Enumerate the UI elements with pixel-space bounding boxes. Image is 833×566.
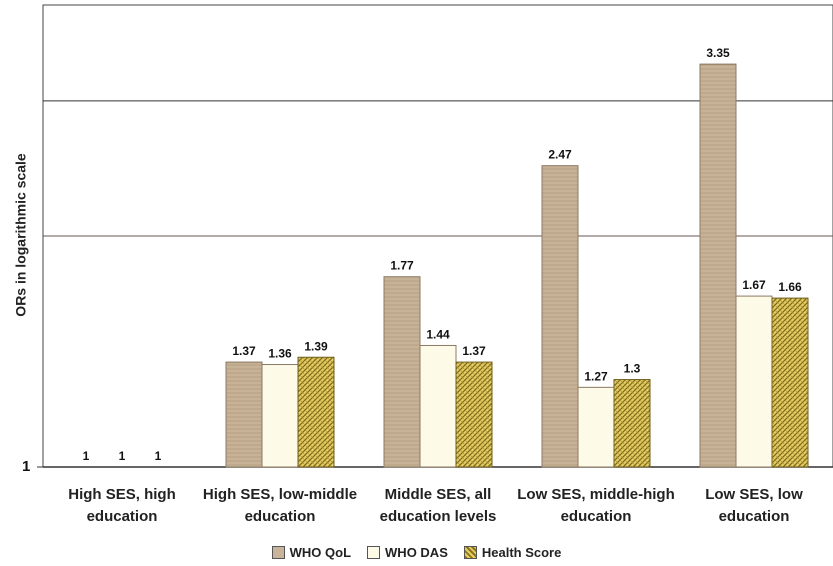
- bar-who-qol: [700, 64, 736, 467]
- bar-who-qol: [542, 166, 578, 467]
- bar-who-qol: [226, 362, 262, 467]
- plot-area: 1 1 1 1.37 1.36 1.39 1.77 1.44 1.37 2.47 1.27 1.3 3.…: [37, 5, 833, 467]
- legend-swatch-who-das: [367, 546, 380, 559]
- legend-item-who-das: WHO DAS: [367, 545, 448, 560]
- data-label-who-das: 1: [119, 449, 126, 463]
- x-category-label-line: High SES, high: [42, 484, 202, 506]
- data-label-who-das: 1.44: [426, 327, 450, 341]
- bar-health-score: [614, 380, 650, 467]
- y-axis-label-wrap: ORs in logarithmic scale: [6, 0, 36, 470]
- x-category-label: High SES, high education: [42, 484, 202, 528]
- data-label-who-qol: 1.37: [232, 344, 256, 358]
- bar-health-score: [298, 357, 334, 467]
- y-tick-label: 1: [22, 458, 30, 475]
- legend: WHO QoL WHO DAS Health Score: [0, 545, 833, 560]
- data-label-health-score: 1.37: [462, 344, 486, 358]
- bar-who-das: [420, 345, 456, 467]
- bar-health-score: [772, 298, 808, 467]
- y-axis-label: ORs in logarithmic scale: [13, 153, 29, 316]
- x-category-label-line: Low SES, low: [674, 484, 833, 506]
- legend-swatch-health-score: [464, 546, 477, 559]
- x-category-label-line: Low SES, middle-high: [516, 484, 676, 506]
- data-label-health-score: 1.3: [624, 362, 641, 376]
- data-label-who-das: 1.27: [584, 369, 608, 383]
- x-category-label-line: education: [674, 506, 833, 528]
- x-category-label: High SES, low-middle education: [200, 484, 360, 528]
- data-label-health-score: 1.39: [304, 339, 328, 353]
- legend-label-who-das: WHO DAS: [385, 545, 448, 560]
- x-category-label: Low SES, low education: [674, 484, 833, 528]
- bar-who-qol: [384, 277, 420, 467]
- x-category-label-line: education: [200, 506, 360, 528]
- legend-item-who-qol: WHO QoL: [272, 545, 351, 560]
- data-label-who-qol: 1: [83, 449, 90, 463]
- bar-who-das: [736, 296, 772, 467]
- legend-item-health-score: Health Score: [464, 545, 561, 560]
- data-label-health-score: 1.66: [778, 280, 802, 294]
- data-label-who-das: 1.36: [268, 347, 292, 361]
- bar-health-score: [456, 362, 492, 467]
- x-category-label-line: education: [516, 506, 676, 528]
- x-category-label: Low SES, middle-high education: [516, 484, 676, 528]
- legend-label-health-score: Health Score: [482, 545, 561, 560]
- data-label-who-qol: 3.35: [706, 46, 730, 60]
- x-category-label-line: High SES, low-middle: [200, 484, 360, 506]
- data-label-who-qol: 1.77: [390, 259, 414, 273]
- x-category-label: Middle SES, all education levels: [358, 484, 518, 528]
- bar-who-das: [578, 387, 614, 467]
- x-category-label-line: Middle SES, all: [358, 484, 518, 506]
- data-label-who-qol: 2.47: [548, 148, 572, 162]
- x-category-label-line: education levels: [358, 506, 518, 528]
- bar-who-das: [262, 365, 298, 467]
- data-label-who-das: 1.67: [742, 278, 766, 292]
- legend-swatch-who-qol: [272, 546, 285, 559]
- legend-label-who-qol: WHO QoL: [290, 545, 351, 560]
- x-category-label-line: education: [42, 506, 202, 528]
- data-label-health-score: 1: [155, 449, 162, 463]
